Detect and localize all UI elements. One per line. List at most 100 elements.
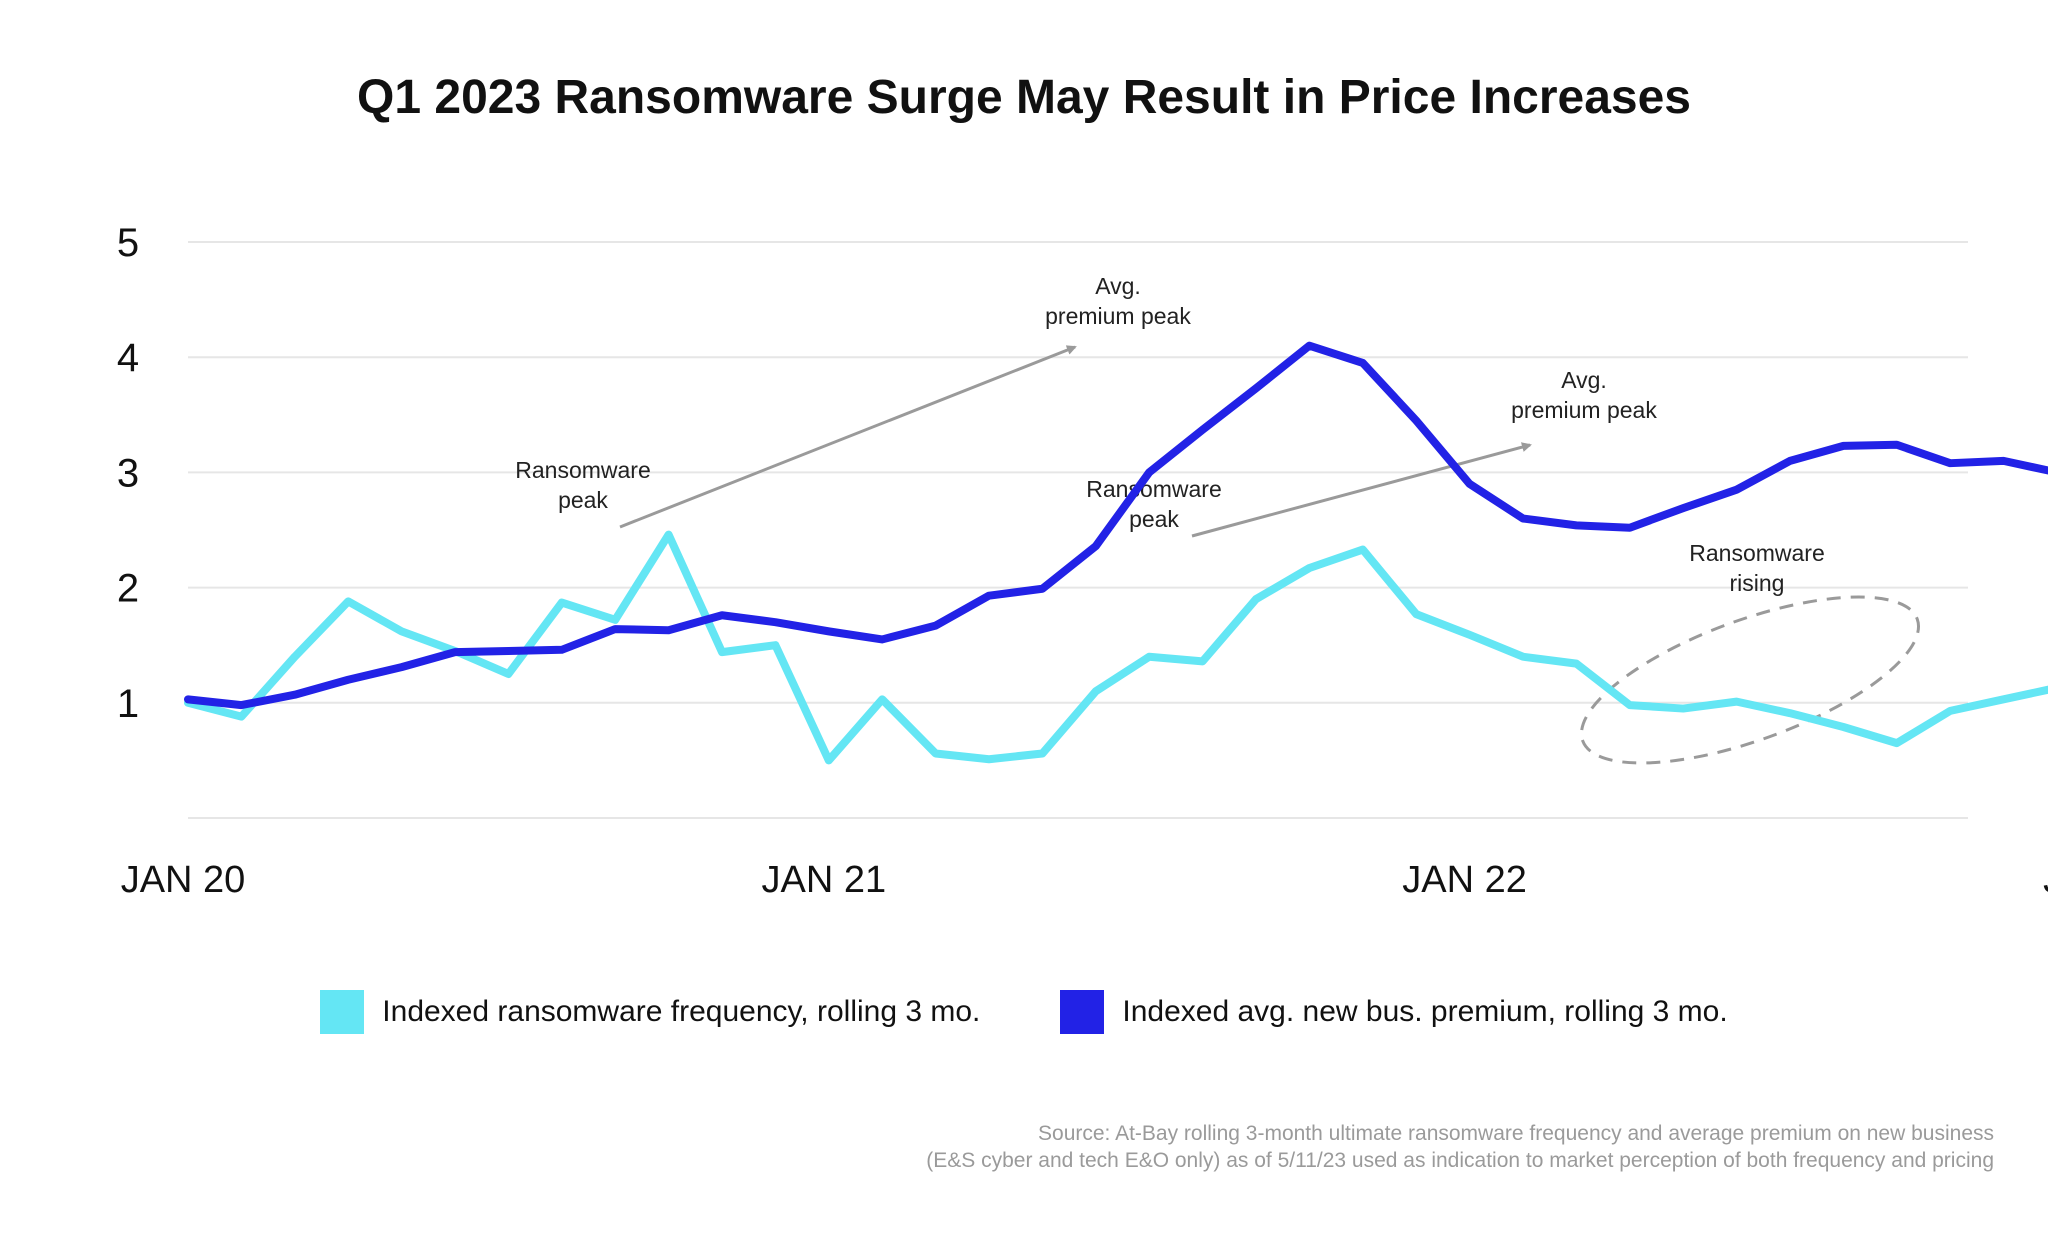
x-tick-label: JAN 21 bbox=[761, 859, 886, 901]
data-point-0 bbox=[1680, 705, 1687, 712]
legend-label-premium: Indexed avg. new bus. premium, rolling 3… bbox=[1122, 995, 1728, 1028]
x-axis: JAN 20 JAN 21 JAN 22 JAN 23 bbox=[121, 859, 2048, 901]
annotations: Ransomware peak Avg. premium peak Ransomware… bbox=[515, 273, 1921, 765]
data-point-1 bbox=[772, 619, 779, 626]
source-line-2: (E&S cyber and tech E&O only) as of 5/11… bbox=[926, 1149, 1994, 1172]
y-axis: 1 2 3 4 5 bbox=[117, 221, 139, 726]
annotation-label: Ransomware peak bbox=[1086, 476, 1222, 532]
data-point-0 bbox=[1092, 688, 1099, 695]
annotation-label: Ransomware rising bbox=[1689, 540, 1825, 596]
data-point-1 bbox=[185, 696, 191, 703]
data-point-0 bbox=[1466, 631, 1473, 638]
data-point-1 bbox=[1680, 505, 1687, 512]
data-point-1 bbox=[1199, 426, 1206, 433]
data-point-1 bbox=[1733, 486, 1740, 493]
annotation-label: Avg. premium peak bbox=[1511, 367, 1657, 423]
data-point-0 bbox=[2000, 696, 2007, 703]
data-point-0 bbox=[879, 696, 886, 703]
data-point-0 bbox=[1787, 710, 1793, 717]
x-tick-label: JAN 23 bbox=[2043, 859, 2048, 901]
y-tick-label: 2 bbox=[117, 567, 139, 611]
data-point-1 bbox=[1413, 417, 1420, 424]
data-point-1 bbox=[986, 592, 992, 599]
data-point-1 bbox=[1359, 359, 1366, 366]
data-point-1 bbox=[1466, 480, 1473, 487]
data-point-0 bbox=[398, 628, 405, 635]
x-tick-label: JAN 22 bbox=[1402, 859, 1527, 901]
data-point-0 bbox=[1893, 740, 1900, 747]
data-point-0 bbox=[1840, 723, 1847, 730]
y-tick-label: 1 bbox=[117, 682, 139, 726]
annotation-arrow bbox=[619, 345, 1077, 529]
data-point-0 bbox=[1626, 702, 1633, 709]
data-point-0 bbox=[825, 757, 832, 764]
data-point-1 bbox=[1626, 524, 1633, 531]
data-point-0 bbox=[1039, 750, 1046, 757]
data-point-0 bbox=[558, 599, 565, 606]
data-point-0 bbox=[665, 531, 672, 538]
legend-label-frequency: Indexed ransomware frequency, rolling 3 … bbox=[382, 995, 981, 1028]
data-point-0 bbox=[1146, 653, 1153, 660]
data-point-1 bbox=[505, 647, 512, 654]
legend-swatch-premium bbox=[1060, 990, 1105, 1034]
gridlines bbox=[188, 241, 1968, 819]
data-point-0 bbox=[1359, 546, 1366, 553]
data-point-1 bbox=[1840, 442, 1847, 449]
data-point-1 bbox=[932, 622, 939, 629]
data-point-1 bbox=[558, 646, 565, 653]
data-point-0 bbox=[1573, 660, 1580, 667]
y-tick-label: 3 bbox=[117, 451, 139, 495]
data-point-0 bbox=[291, 653, 298, 660]
data-point-1 bbox=[452, 649, 458, 656]
y-tick-label: 5 bbox=[117, 221, 139, 265]
data-point-1 bbox=[879, 636, 886, 643]
data-point-0 bbox=[1520, 653, 1526, 660]
data-point-0 bbox=[986, 756, 992, 763]
data-point-1 bbox=[1146, 469, 1153, 476]
data-point-1 bbox=[238, 702, 245, 709]
legend-item-premium[interactable]: Indexed avg. new bus. premium, rolling 3… bbox=[1060, 990, 1728, 1034]
data-point-1 bbox=[1947, 460, 1954, 467]
data-point-0 bbox=[1733, 698, 1740, 705]
data-point-1 bbox=[665, 627, 672, 634]
series-line-1 bbox=[184, 341, 2048, 710]
data-point-0 bbox=[505, 671, 512, 677]
series-line-0 bbox=[184, 530, 2048, 765]
data-point-1 bbox=[2000, 457, 2007, 464]
data-point-1 bbox=[1520, 515, 1526, 522]
data-point-0 bbox=[1253, 596, 1259, 603]
highlight-ellipse bbox=[1579, 595, 1921, 765]
data-point-1 bbox=[1092, 543, 1099, 550]
source-note: Source: At-Bay rolling 3-month ultimate … bbox=[694, 1120, 1994, 1174]
chart-title: Q1 2023 Ransomware Surge May Result in P… bbox=[357, 71, 1691, 124]
data-point-0 bbox=[719, 649, 725, 656]
data-point-0 bbox=[1413, 611, 1420, 618]
annotation-label: Avg. premium peak bbox=[1045, 273, 1191, 329]
data-point-1 bbox=[1253, 385, 1259, 392]
data-point-0 bbox=[1947, 707, 1954, 714]
data-point-1 bbox=[1039, 585, 1046, 592]
data-point-0 bbox=[932, 750, 939, 757]
data-point-1 bbox=[1893, 441, 1900, 448]
data-point-0 bbox=[1306, 565, 1313, 572]
data-point-0 bbox=[345, 598, 352, 605]
data-point-1 bbox=[719, 612, 725, 619]
data-point-1 bbox=[345, 676, 352, 683]
data-point-1 bbox=[1573, 522, 1580, 529]
data-point-1 bbox=[398, 664, 405, 671]
x-tick-label: JAN 20 bbox=[121, 859, 246, 901]
data-point-0 bbox=[238, 713, 245, 720]
annotation-arrow bbox=[1191, 442, 1532, 538]
y-tick-label: 4 bbox=[117, 336, 139, 380]
annotation-label: Ransomware peak bbox=[515, 457, 651, 513]
legend-item-frequency[interactable]: Indexed ransomware frequency, rolling 3 … bbox=[320, 990, 980, 1034]
data-point-0 bbox=[772, 642, 779, 649]
legend: Indexed ransomware frequency, rolling 3 … bbox=[0, 990, 2048, 1034]
data-point-1 bbox=[291, 691, 298, 698]
data-point-1 bbox=[1306, 342, 1313, 349]
legend-swatch-frequency bbox=[320, 990, 365, 1034]
data-point-0 bbox=[612, 616, 619, 623]
data-point-1 bbox=[825, 628, 832, 635]
data-point-1 bbox=[1787, 457, 1793, 464]
